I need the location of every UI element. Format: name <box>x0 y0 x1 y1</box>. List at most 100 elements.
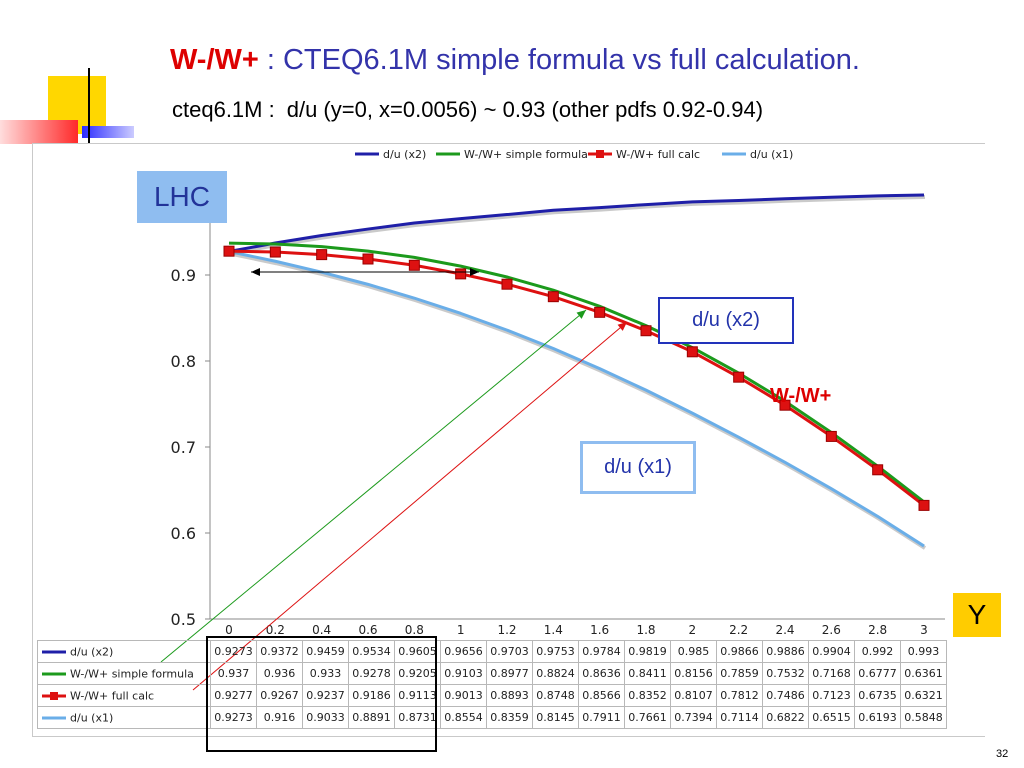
du-x2-callout: d/u (x2) <box>658 297 794 344</box>
x-tick-label: 1.2 <box>497 623 516 637</box>
table-cell: 0.6321 <box>900 684 947 707</box>
series-marker <box>640 325 652 337</box>
table-cell: 0.9033 <box>302 706 349 729</box>
table-cell: 0.7486 <box>762 684 809 707</box>
table-series-name: d/u (x2) <box>70 645 114 659</box>
table-cell: 0.8566 <box>578 684 625 707</box>
series-line <box>228 250 925 548</box>
legend-label: d/u (x2) <box>383 148 426 161</box>
y-tick-label: 0.6 <box>171 524 196 543</box>
y-tick-label: 0.8 <box>171 352 196 371</box>
table-cell: 0.9237 <box>302 684 349 707</box>
series-marker <box>825 430 837 442</box>
table-cell: 0.9866 <box>716 640 763 663</box>
series-marker <box>455 268 467 280</box>
series-marker <box>362 253 374 265</box>
table-cell: 0.8824 <box>532 662 579 685</box>
page-number: 32 <box>996 748 1009 760</box>
table-cell: 0.9459 <box>302 640 349 663</box>
table-cell: 0.985 <box>670 640 717 663</box>
series-marker <box>316 249 328 261</box>
table-series-swatch <box>42 691 66 700</box>
table-cell: 0.9372 <box>256 640 303 663</box>
x-tick-label: 2.6 <box>822 623 841 637</box>
arrow-head <box>470 268 479 276</box>
legend-label: W-/W+ full calc <box>616 148 700 161</box>
x-tick-label: 2 <box>689 623 697 637</box>
table-cell: 0.8891 <box>348 706 395 729</box>
table-cell: 0.9267 <box>256 684 303 707</box>
table-cell: 0.9904 <box>808 640 855 663</box>
x-tick-label: 0.8 <box>405 623 424 637</box>
subtitle-left: cteq6.1M : <box>172 97 275 122</box>
subtitle-right: d/u (y=0, x=0.0056) ~ 0.93 (other pdfs 0… <box>286 97 764 122</box>
arrow-head <box>617 322 627 331</box>
x-tick-label: 0.6 <box>358 623 377 637</box>
x-tick-label: 1.4 <box>544 623 563 637</box>
x-tick-label: 3 <box>920 623 928 637</box>
legend-label: d/u (x1) <box>750 148 793 161</box>
table-cell: 0.8554 <box>440 706 487 729</box>
table-cell: 0.9886 <box>762 640 809 663</box>
table-cell: 0.9784 <box>578 640 625 663</box>
table-cell: 0.9753 <box>532 640 579 663</box>
series-line <box>228 241 925 504</box>
table-series-swatch <box>42 716 66 720</box>
x-tick-label: 1 <box>457 623 465 637</box>
table-row: d/u (x2) 0.9273 0.9372 0.9459 0.9534 0.9605 0.… <box>37 640 947 663</box>
slide-subtitle: cteq6.1M : d/u (y=0, x=0.0056) ~ 0.93 (ot… <box>172 97 763 123</box>
table-cell: 0.8748 <box>532 684 579 707</box>
table-cell: 0.7532 <box>762 662 809 685</box>
y-tick-label: 0.9 <box>171 266 196 285</box>
decor-blue-bar <box>82 126 134 138</box>
chart-frame: 0.5 0.6 0.7 0.8 0.9 0 0.2 0.4 0.6 0.8 1 1.2 1.4 1.6 1.… <box>32 143 985 737</box>
table-cell: 0.7661 <box>624 706 671 729</box>
series-marker <box>594 306 606 318</box>
table-series-label: W-/W+ full calc <box>37 684 211 707</box>
table-cell: 0.9186 <box>348 684 395 707</box>
arrow-head <box>576 310 586 319</box>
table-cell: 0.937 <box>210 662 257 685</box>
x-tick-label: 2.4 <box>775 623 794 637</box>
title-rest: : CTEQ6.1M simple formula vs full calcul… <box>258 44 860 76</box>
chart-data-table: d/u (x2) 0.9273 0.9372 0.9459 0.9534 0.9605 0.… <box>37 640 947 729</box>
series-line <box>228 193 925 253</box>
series-marker <box>269 246 281 258</box>
x-tick-label: 0.4 <box>312 623 331 637</box>
lhc-badge: LHC <box>137 171 227 223</box>
table-cell: 0.9013 <box>440 684 487 707</box>
table-cell: 0.9278 <box>348 662 395 685</box>
series-marker <box>547 291 559 303</box>
table-cell: 0.9605 <box>394 640 441 663</box>
table-cell: 0.7123 <box>808 684 855 707</box>
table-row: d/u (x1) 0.9273 0.916 0.9033 0.8891 0.8731 0.8… <box>37 706 947 729</box>
series-marker <box>872 464 884 476</box>
series-line <box>228 249 925 507</box>
table-row: W-/W+ simple formula 0.937 0.936 0.933 0.927… <box>37 662 947 685</box>
table-series-name: W-/W+ full calc <box>70 689 155 703</box>
decor-vertical-line <box>88 68 90 150</box>
table-cell: 0.9819 <box>624 640 671 663</box>
table-row: W-/W+ full calc 0.9277 0.9267 0.9237 0.9186 0… <box>37 684 947 707</box>
table-cell: 0.8893 <box>486 684 533 707</box>
series-shadow-du-x2 <box>229 195 926 256</box>
table-cell: 0.6361 <box>900 662 947 685</box>
table-cell: 0.8352 <box>624 684 671 707</box>
table-series-name: W-/W+ simple formula <box>70 667 194 681</box>
title-prefix: W-/W+ <box>170 44 259 76</box>
table-cell: 0.993 <box>900 640 947 663</box>
table-cell: 0.7394 <box>670 706 717 729</box>
series-marker <box>918 499 930 511</box>
table-series-swatch <box>42 672 66 676</box>
table-cell: 0.6193 <box>854 706 901 729</box>
du-x1-callout: d/u (x1) <box>580 441 696 494</box>
x-tick-label: 0 <box>225 623 233 637</box>
series-marker <box>733 371 745 383</box>
slide-title: W-/W+ : CTEQ6.1M simple formula vs full … <box>170 44 860 77</box>
x-tick-label: 1.8 <box>636 623 655 637</box>
table-cell: 0.9273 <box>210 706 257 729</box>
series-marker <box>686 346 698 358</box>
x-tick-label: 2.2 <box>729 623 748 637</box>
table-cell: 0.9656 <box>440 640 487 663</box>
series-marker <box>408 259 420 271</box>
